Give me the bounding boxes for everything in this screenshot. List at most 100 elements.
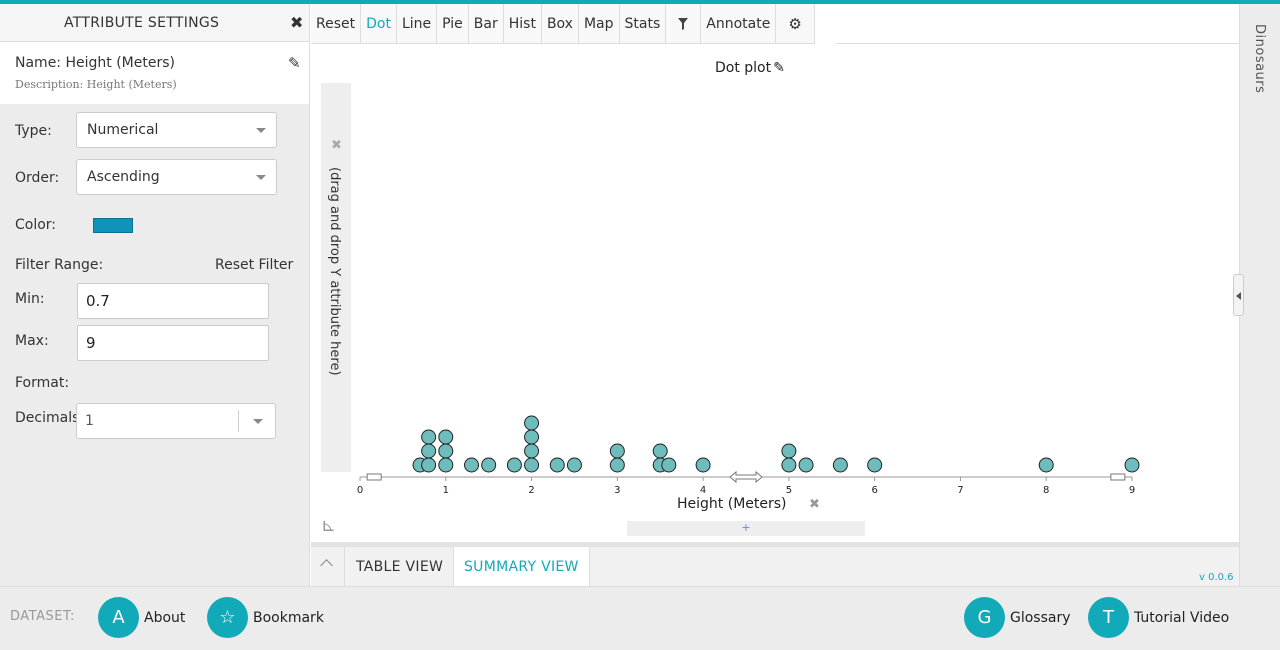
gear-icon: ⚙ <box>788 14 802 33</box>
tutorial-label: Tutorial Video <box>1134 609 1230 626</box>
bar-chart-button[interactable]: Bar <box>469 4 504 43</box>
line-plot-button[interactable]: Line <box>397 4 438 43</box>
decimals-select[interactable]: 1 <box>76 403 276 439</box>
y-drop-hint: (drag and drop Y attribute here) <box>327 167 342 376</box>
chevron-down-icon <box>253 419 263 424</box>
x-tick-label: 7 <box>957 485 963 496</box>
range-min-handle[interactable] <box>366 473 382 481</box>
type-select-value: Numerical <box>87 122 159 138</box>
plot-title-text: Dot plot <box>715 60 772 76</box>
x-tick-label: 0 <box>357 485 363 496</box>
dot-plot-button[interactable]: Dot <box>361 4 397 43</box>
decimals-label: Decimals: <box>15 410 85 426</box>
close-icon[interactable]: ✖ <box>809 497 820 512</box>
glossary-icon: G <box>964 597 1005 638</box>
chevron-up-icon <box>320 559 333 572</box>
data-point[interactable] <box>438 457 454 473</box>
dataset-label: DATASET: <box>10 609 75 624</box>
data-point[interactable] <box>609 443 625 459</box>
stats-button[interactable]: Stats <box>620 4 667 43</box>
chevron-down-icon <box>256 175 266 180</box>
data-point[interactable] <box>867 457 883 473</box>
data-point[interactable] <box>506 457 522 473</box>
version-label: v 0.0.6 <box>1199 572 1234 583</box>
data-point[interactable] <box>438 443 454 459</box>
chevron-left-icon <box>1236 292 1241 300</box>
tab-table-view[interactable]: TABLE VIEW <box>346 547 455 586</box>
data-point[interactable] <box>798 457 814 473</box>
tab-summary-view[interactable]: SUMMARY VIEW <box>454 547 590 586</box>
order-select-value: Ascending <box>87 169 160 185</box>
axis-swap-icon[interactable]: ⊾ <box>321 515 337 536</box>
close-icon[interactable]: ✖ <box>290 13 304 32</box>
filter-button[interactable] <box>666 4 702 43</box>
x-attribute-drop-zone[interactable]: + <box>627 521 865 536</box>
attribute-name-section: Name: Height (Meters) Description: Heigh… <box>0 42 309 104</box>
tutorial-video-button[interactable]: T Tutorial Video <box>1088 597 1229 638</box>
data-point[interactable] <box>421 457 437 473</box>
bookmark-button[interactable]: ☆ Bookmark <box>207 597 324 638</box>
pencil-icon[interactable]: ✎ <box>288 54 301 72</box>
range-max-handle[interactable] <box>1110 473 1126 481</box>
histogram-button[interactable]: Hist <box>504 4 542 43</box>
data-point[interactable] <box>652 443 668 459</box>
data-point[interactable] <box>661 457 677 473</box>
x-tick-label: 9 <box>1129 485 1135 496</box>
data-point[interactable] <box>781 443 797 459</box>
collapse-tabs-button[interactable] <box>311 547 345 586</box>
data-point[interactable] <box>1124 457 1140 473</box>
reset-button[interactable]: Reset <box>311 4 362 43</box>
x-tick-label: 8 <box>1043 485 1049 496</box>
data-point[interactable] <box>421 443 437 459</box>
data-point[interactable] <box>524 429 540 445</box>
map-button[interactable]: Map <box>579 4 620 43</box>
x-tick-label: 1 <box>443 485 449 496</box>
annotate-button[interactable]: Annotate <box>701 4 777 43</box>
pencil-icon[interactable]: ✎ <box>773 60 785 76</box>
data-point[interactable] <box>609 457 625 473</box>
data-point[interactable] <box>481 457 497 473</box>
plot-title[interactable]: Dot plot ✎ <box>715 60 785 76</box>
pie-chart-button[interactable]: Pie <box>437 4 469 43</box>
data-point[interactable] <box>1038 457 1054 473</box>
order-select[interactable]: Ascending <box>76 159 277 195</box>
about-icon: A <box>98 597 139 638</box>
x-tick-label: 6 <box>871 485 877 496</box>
filter-icon <box>678 17 689 30</box>
data-point[interactable] <box>421 429 437 445</box>
data-point[interactable] <box>464 457 480 473</box>
tutorial-icon: T <box>1088 597 1129 638</box>
color-swatch[interactable] <box>93 218 133 233</box>
max-label: Max: <box>15 333 49 349</box>
top-accent-bar <box>0 0 1280 4</box>
data-point[interactable] <box>524 443 540 459</box>
box-plot-button[interactable]: Box <box>542 4 579 43</box>
data-point[interactable] <box>695 457 711 473</box>
data-point[interactable] <box>549 457 565 473</box>
min-input[interactable] <box>77 283 269 319</box>
range-drag-handle[interactable] <box>729 470 763 484</box>
dataset-side-panel[interactable]: Dinosaurs <box>1239 4 1280 586</box>
data-point[interactable] <box>832 457 848 473</box>
data-point[interactable] <box>781 457 797 473</box>
data-point[interactable] <box>524 415 540 431</box>
select-divider <box>238 410 239 432</box>
x-axis-label: Height (Meters) <box>677 496 787 512</box>
format-label: Format: <box>15 375 70 391</box>
glossary-button[interactable]: G Glossary <box>964 597 1071 638</box>
about-button[interactable]: A About <box>98 597 185 638</box>
type-select[interactable]: Numerical <box>76 112 277 148</box>
x-tick-label: 2 <box>528 485 534 496</box>
data-point[interactable] <box>566 457 582 473</box>
data-point[interactable] <box>438 429 454 445</box>
reset-filter-button[interactable]: Reset Filter <box>215 257 294 273</box>
panel-toggle[interactable] <box>1233 274 1244 316</box>
y-attribute-drop-zone[interactable]: ✖ (drag and drop Y attribute here) <box>321 83 351 472</box>
settings-button[interactable]: ⚙ <box>776 4 815 43</box>
view-tabs: TABLE VIEW SUMMARY VIEW <box>311 542 1239 586</box>
bookmark-label: Bookmark <box>253 609 324 626</box>
data-point[interactable] <box>524 457 540 473</box>
x-axis: 0 1 2 3 4 5 6 7 8 9 <box>357 470 1135 496</box>
close-icon[interactable]: ✖ <box>331 138 342 153</box>
max-input[interactable] <box>77 325 269 361</box>
